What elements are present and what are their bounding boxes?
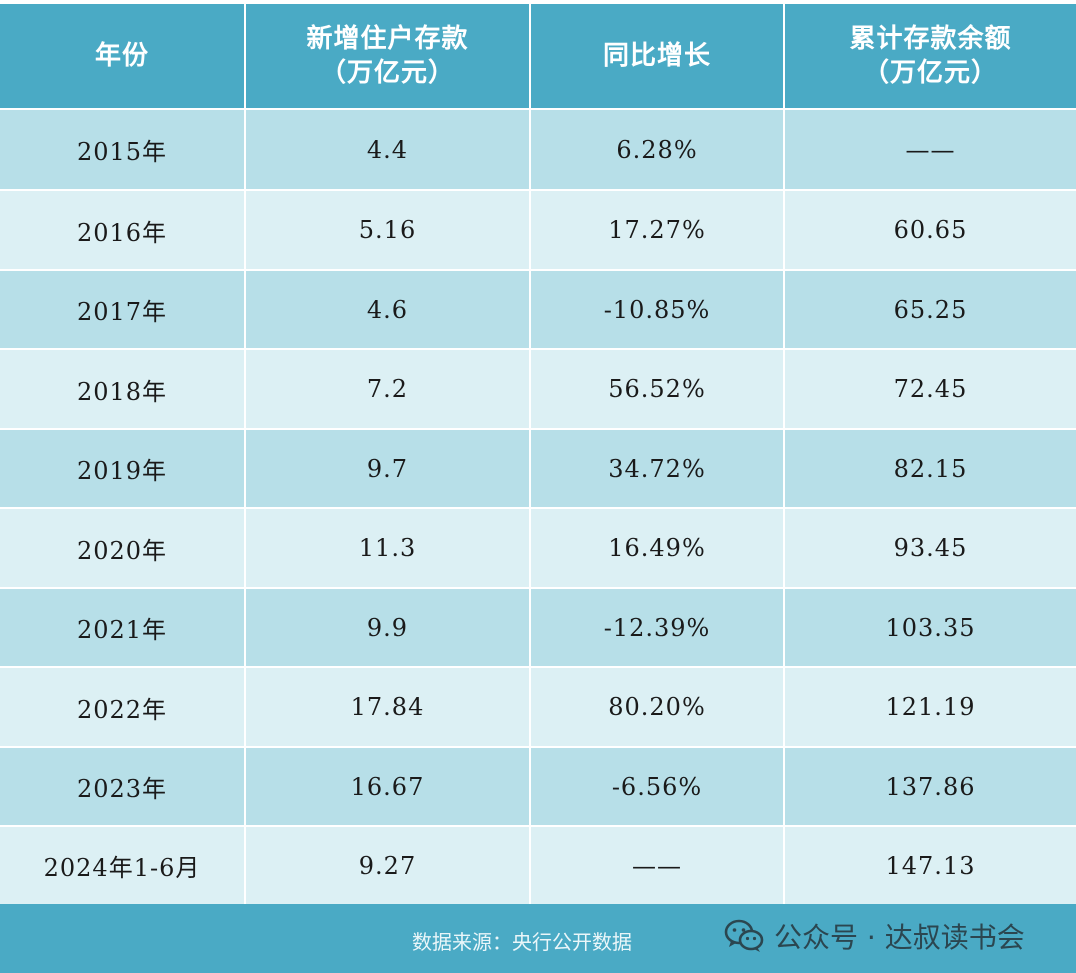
header-yoy-growth-label: 同比增长 — [602, 41, 711, 71]
header-year: 年份 — [0, 4, 246, 108]
new-deposits-cell: 16.67 — [246, 748, 531, 825]
year-cell: 2022年 — [0, 668, 246, 746]
cumulative-balance-cell: 93.45 — [893, 534, 968, 562]
yoy-growth-cell: 56.52% — [531, 350, 785, 428]
yoy-growth-cell: 17.27% — [531, 191, 785, 269]
table-row: 2024年1-6月 9.27 —— 147.13 — [0, 825, 1076, 904]
cumulative-balance-cell: 72.45 — [893, 375, 968, 403]
header-yoy-growth: 同比增长 — [531, 4, 785, 108]
year-cell: 2018年 — [0, 350, 246, 428]
cumulative-balance-cell: 121.19 — [885, 693, 976, 721]
yoy-growth-cell: 34.72% — [531, 430, 785, 507]
new-deposits-cell: 17.84 — [246, 668, 531, 746]
table-row: 2020年 11.3 16.49% 93.45 — [0, 507, 1076, 587]
new-deposits-cell: 9.7 — [246, 430, 531, 507]
yoy-growth-cell: —— — [531, 827, 785, 904]
year-cell: 2023年 — [0, 748, 246, 825]
year-cell: 2024年1-6月 — [0, 827, 246, 904]
cumulative-balance-cell: 65.25 — [893, 295, 968, 324]
yoy-growth-cell: 16.49% — [531, 509, 785, 587]
header-cumulative-balance-unit: （万亿元） — [862, 58, 998, 88]
yoy-growth-cell: 80.20% — [531, 668, 785, 746]
table-row: 2021年 9.9 -12.39% 103.35 — [0, 587, 1076, 666]
data-source-note: 数据来源：央行公开数据 — [412, 930, 632, 954]
new-deposits-cell: 9.27 — [246, 827, 531, 904]
new-deposits-cell: 4.4 — [246, 110, 531, 189]
yoy-growth-cell: -6.56% — [531, 748, 785, 825]
deposit-table: 年份 新增住户存款 （万亿元） 同比增长 累计存款余额 （万亿元） 2015年 … — [0, 4, 1076, 904]
year-cell: 2021年 — [0, 589, 246, 666]
cumulative-balance-cell: 60.65 — [893, 216, 968, 244]
cumulative-balance-cell: 137.86 — [885, 772, 976, 801]
header-new-deposits-unit: （万亿元） — [319, 58, 455, 88]
year-cell: 2020年 — [0, 509, 246, 587]
header-new-deposits: 新增住户存款 （万亿元） — [246, 4, 531, 108]
cumulative-balance-cell: —— — [905, 135, 956, 164]
year-cell: 2016年 — [0, 191, 246, 269]
cumulative-balance-cell: 82.15 — [893, 454, 968, 483]
yoy-growth-cell: -12.39% — [531, 589, 785, 666]
table-row: 2019年 9.7 34.72% 82.15 — [0, 428, 1076, 507]
cumulative-balance-cell: 147.13 — [885, 851, 976, 880]
new-deposits-cell: 7.2 — [246, 350, 531, 428]
yoy-growth-cell: -10.85% — [531, 271, 785, 348]
year-cell: 2015年 — [0, 110, 246, 189]
new-deposits-cell: 4.6 — [246, 271, 531, 348]
table-row: 2023年 16.67 -6.56% 137.86 — [0, 746, 1076, 825]
new-deposits-cell: 11.3 — [246, 509, 531, 587]
table-row: 2018年 7.2 56.52% 72.45 — [0, 348, 1076, 428]
year-cell: 2019年 — [0, 430, 246, 507]
table-row: 2022年 17.84 80.20% 121.19 — [0, 666, 1076, 746]
table-footer: 数据来源：央行公开数据 公众号 · 达叔读书会 — [0, 904, 1076, 973]
header-new-deposits-label: 新增住户存款 — [306, 24, 469, 54]
wechat-icon — [724, 919, 764, 952]
cumulative-balance-cell: 103.35 — [885, 613, 976, 642]
table-row: 2016年 5.16 17.27% 60.65 — [0, 189, 1076, 269]
watermark-text: 公众号 · 达叔读书会 — [774, 921, 1025, 954]
header-year-label: 年份 — [94, 41, 149, 71]
new-deposits-cell: 5.16 — [246, 191, 531, 269]
table-header-row: 年份 新增住户存款 （万亿元） 同比增长 累计存款余额 （万亿元） — [0, 4, 1076, 108]
header-cumulative-balance: 累计存款余额 （万亿元） — [785, 4, 1076, 108]
header-cumulative-balance-label: 累计存款余额 — [849, 24, 1012, 54]
table-row: 2015年 4.4 6.28% —— — [0, 108, 1076, 189]
yoy-growth-cell: 6.28% — [531, 110, 785, 189]
year-cell: 2017年 — [0, 271, 246, 348]
table-row: 2017年 4.6 -10.85% 65.25 — [0, 269, 1076, 348]
new-deposits-cell: 9.9 — [246, 589, 531, 666]
watermark: 公众号 · 达叔读书会 — [724, 916, 1025, 956]
